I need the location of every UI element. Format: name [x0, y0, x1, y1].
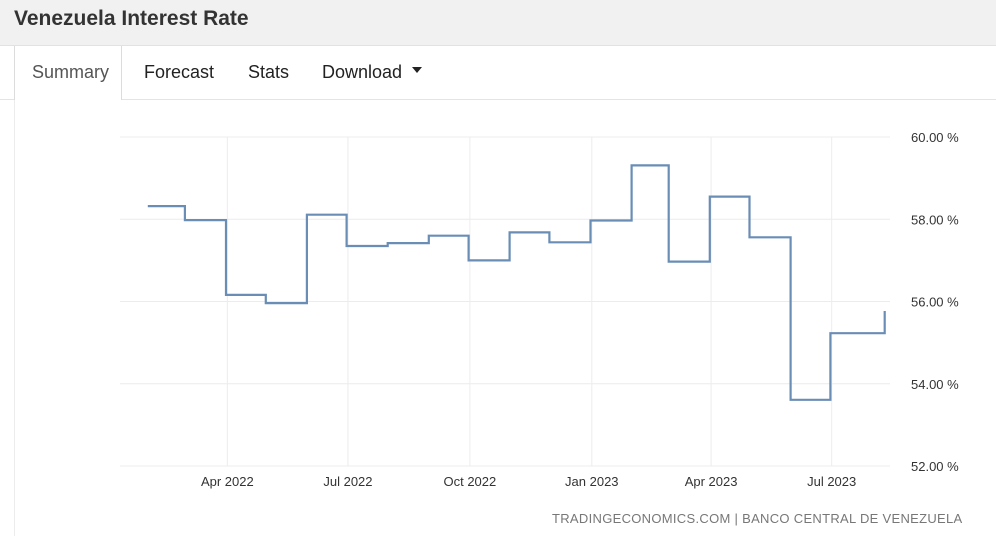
x-tick-label: Jul 2023 — [807, 474, 856, 489]
tab-forecast[interactable]: Forecast — [144, 62, 215, 82]
tab-download-label: Download — [322, 62, 403, 82]
tab-download[interactable]: Download — [322, 46, 423, 99]
data-point — [345, 244, 349, 248]
tab-stats[interactable]: Stats — [248, 62, 290, 82]
y-tick-label: 56.00 % — [911, 295, 959, 310]
y-tick-label: 58.00 % — [911, 212, 959, 227]
data-point — [427, 234, 431, 238]
tab-summary[interactable]: Summary — [14, 46, 123, 100]
title-bar: Venezuela Interest Rate — [0, 0, 996, 46]
data-point — [224, 293, 228, 297]
data-point — [883, 309, 887, 313]
data-point — [547, 240, 551, 244]
interest-rate-series-line — [147, 164, 886, 401]
page-title: Venezuela Interest Rate — [14, 7, 249, 30]
data-point — [828, 331, 832, 335]
data-point — [869, 331, 873, 335]
data-point — [386, 241, 390, 245]
data-point — [789, 398, 793, 402]
x-tick-label: Jul 2022 — [323, 474, 372, 489]
data-point — [588, 218, 592, 222]
source-credit[interactable]: TRADINGECONOMICS.COM | BANCO CENTRAL DE … — [552, 511, 963, 526]
content-left-border — [14, 100, 15, 536]
grid-layer — [120, 136, 890, 467]
y-axis-labels: 60.00 % 58.00 % 56.00 % 54.00 % 52.00 % — [911, 130, 959, 474]
data-point — [708, 195, 712, 199]
x-tick-label: Jan 2023 — [565, 474, 619, 489]
x-axis-labels: Apr 2022 Jul 2022 Oct 2022 Jan 2023 Apr 2023… — [201, 474, 856, 489]
line-layer — [146, 163, 887, 402]
data-point — [630, 163, 634, 167]
caret-down-icon — [412, 67, 423, 74]
y-tick-label: 60.00 % — [911, 130, 959, 145]
data-point — [748, 235, 752, 239]
data-point — [467, 258, 471, 262]
x-tick-label: Apr 2022 — [201, 474, 254, 489]
y-tick-label: 54.00 % — [911, 377, 959, 392]
data-point — [264, 301, 268, 305]
x-tick-label: Oct 2022 — [443, 474, 496, 489]
data-point — [667, 260, 671, 264]
data-point — [146, 204, 150, 208]
x-tick-label: Apr 2023 — [685, 474, 738, 489]
data-point — [305, 213, 309, 217]
data-point — [183, 218, 187, 222]
y-tick-label: 52.00 % — [911, 459, 959, 474]
data-point — [508, 230, 512, 234]
tab-bar: Summary Forecast Stats Download — [0, 46, 996, 100]
